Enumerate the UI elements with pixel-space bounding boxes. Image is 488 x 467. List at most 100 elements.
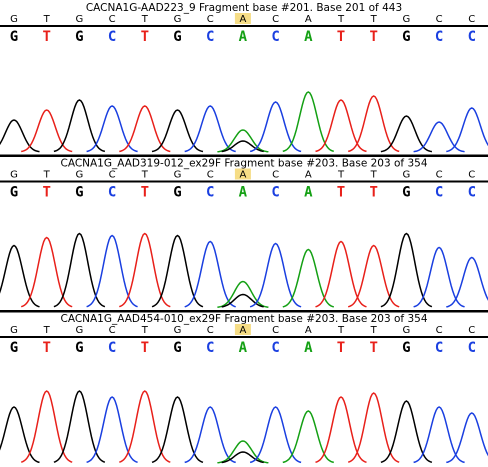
reference-base: T	[141, 325, 149, 336]
reference-base: C	[272, 325, 279, 336]
trace-peak	[283, 411, 334, 462]
trace-peak	[185, 106, 236, 152]
called-base: C	[435, 185, 443, 201]
trace-peak	[152, 110, 203, 152]
reference-base: C	[436, 14, 443, 25]
called-base: G	[75, 29, 83, 45]
trace-peak	[119, 106, 170, 152]
reference-base: A	[239, 325, 246, 336]
called-base: C	[206, 340, 214, 356]
called-base: T	[337, 185, 345, 201]
called-base: T	[141, 29, 149, 45]
called-base: T	[42, 185, 50, 201]
reference-base: T	[43, 14, 51, 25]
reference-rule	[0, 336, 488, 338]
reference-base: G	[10, 14, 18, 25]
trace-peak	[87, 397, 138, 462]
reference-base: C	[272, 170, 279, 181]
called-base: C	[468, 29, 476, 45]
reference-base: T	[337, 170, 345, 181]
reference-base: A	[239, 170, 246, 181]
panel-header: CACNA1G_AAD319-012_ex29F Fragment base #…	[60, 158, 427, 170]
trace-peak	[54, 391, 105, 462]
reference-base: A	[305, 14, 312, 25]
called-base: T	[141, 185, 149, 201]
trace-peak	[119, 391, 170, 462]
reference-base: G	[76, 14, 84, 25]
trace-peak	[414, 122, 465, 152]
reference-base: G	[174, 325, 182, 336]
called-base: C	[468, 185, 476, 201]
reference-base: T	[43, 325, 51, 336]
called-base: G	[10, 29, 18, 45]
reference-base: C	[272, 14, 279, 25]
reference-base: A	[305, 325, 312, 336]
called-base: C	[206, 29, 214, 45]
called-base: C	[435, 29, 443, 45]
trace-peak	[446, 413, 488, 462]
reference-rule	[0, 25, 488, 27]
trace-peak	[250, 407, 301, 462]
trace-peak	[54, 234, 105, 307]
trace-peak	[446, 108, 488, 152]
called-base: C	[108, 29, 116, 45]
trace-peak	[0, 120, 40, 152]
called-base: G	[10, 340, 18, 356]
called-base: A	[239, 185, 248, 201]
panel-header: CACNA1G-AAD223_9 Fragment base #201. Bas…	[86, 2, 402, 14]
reference-base: C	[207, 14, 214, 25]
called-base: G	[10, 185, 18, 201]
trace-peak	[348, 246, 399, 307]
called-base: A	[239, 29, 248, 45]
reference-base: G	[403, 14, 411, 25]
reference-base: C	[436, 170, 443, 181]
trace-peak	[250, 244, 301, 307]
reference-base: T	[370, 14, 378, 25]
trace-peak	[87, 106, 138, 152]
trace-peak	[185, 242, 236, 307]
reference-base: G	[403, 325, 411, 336]
reference-base: T	[141, 170, 149, 181]
called-base: A	[239, 340, 248, 356]
trace-peak	[381, 401, 432, 462]
called-base: G	[173, 340, 181, 356]
trace-peak	[0, 407, 40, 462]
trace-peak	[185, 407, 236, 462]
reference-base: C	[436, 325, 443, 336]
trace-peak	[446, 258, 488, 307]
called-base: T	[369, 29, 377, 45]
called-base: G	[75, 340, 83, 356]
trace-peak	[348, 393, 399, 462]
called-base: G	[402, 340, 410, 356]
called-base: G	[402, 185, 410, 201]
reference-base: T	[370, 170, 378, 181]
reference-base: G	[403, 170, 411, 181]
reference-base: G	[10, 170, 18, 181]
reference-base: T	[43, 170, 51, 181]
called-base: A	[304, 185, 313, 201]
reference-base: C	[468, 14, 475, 25]
reference-base: C	[468, 325, 475, 336]
reference-base: C	[109, 170, 116, 181]
reference-base: G	[10, 325, 18, 336]
trace-peak	[414, 407, 465, 462]
reference-base: T	[370, 325, 378, 336]
called-base: C	[468, 340, 476, 356]
reference-base: G	[76, 170, 84, 181]
trace-panel: CACNA1G_AAD319-012_ex29F Fragment base #…	[0, 155, 488, 308]
reference-base: C	[109, 325, 116, 336]
called-base: T	[337, 29, 345, 45]
called-base: C	[108, 340, 116, 356]
called-base: T	[369, 340, 377, 356]
called-base: C	[108, 185, 116, 201]
trace-peak	[250, 102, 301, 151]
reference-base: A	[239, 14, 246, 25]
reference-rule	[0, 181, 488, 183]
chromatogram-view: CACNA1G-AAD223_9 Fragment base #201. Bas…	[0, 0, 488, 467]
reference-base: T	[141, 14, 149, 25]
called-base: C	[206, 185, 214, 201]
called-base: A	[304, 340, 313, 356]
called-base: C	[271, 29, 279, 45]
called-base: T	[141, 340, 149, 356]
called-base: A	[304, 29, 313, 45]
